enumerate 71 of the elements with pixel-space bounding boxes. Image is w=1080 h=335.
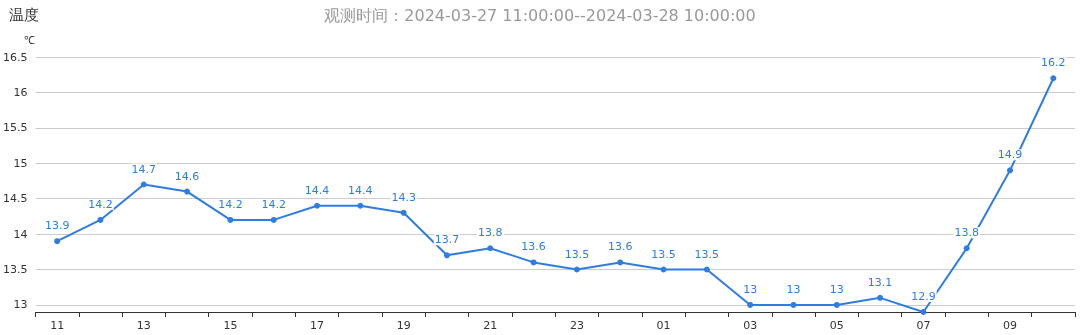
data-label: 13.6 [607,240,633,254]
data-label: 13.5 [564,247,590,261]
x-tick-label: 15 [223,319,238,332]
point [140,181,147,188]
chart-subtitle: 观测时间：2024-03-27 11:00:00--2024-03-28 10:00:00 [324,5,756,25]
data-label: 14.4 [348,183,373,197]
point [660,266,667,273]
data-label: 13.5 [651,247,676,261]
point [314,202,321,209]
point [184,188,191,195]
data-label: 13.1 [867,275,893,289]
x-tick-label: 23 [569,319,584,332]
data-label: 14.2 [88,197,113,211]
data-label: 13.8 [478,226,503,240]
point [790,301,797,308]
x-tick-label: 07 [916,319,931,332]
y-tick-label: 14.5 [2,192,28,206]
y-tick-label: 16.5 [2,50,28,64]
data-label: 13.6 [521,240,546,254]
point [487,245,494,252]
data-label: 13.9 [44,219,70,233]
data-label: 13.7 [434,233,460,247]
x-tick-label: 05 [829,319,844,332]
data-label: 13 [829,282,844,296]
x-tick-label: 17 [310,319,325,332]
data-label: 13.8 [954,226,979,240]
x-tick-label: 01 [656,319,671,332]
y-tick-label: 13 [13,298,28,312]
y-axis-title: ℃ [24,33,36,46]
point [443,252,450,259]
y-tick-label: 14 [13,227,28,241]
point [963,245,970,252]
x-tick-label: 09 [1003,319,1018,332]
point [833,301,840,308]
y-tick-label: 13.5 [2,263,28,276]
data-label: 14.6 [174,169,200,183]
data-label: 14.7 [131,162,157,176]
point [703,266,710,273]
x-tick-label: 19 [396,319,411,332]
x-tick-label: 11 [50,319,65,332]
x-tick-label: 21 [483,319,498,332]
y-tick-label: 15.5 [2,121,28,135]
chart-title: 温度 [9,5,39,24]
point [54,238,61,245]
data-label: 16.2 [1041,56,1066,70]
data-label: 13.5 [694,247,720,261]
data-label: 13 [743,282,758,296]
data-label: 12.9 [911,290,936,303]
data-label: 14.2 [218,197,243,211]
point [920,309,927,315]
x-tick-label: 03 [743,319,758,332]
point [1050,75,1057,82]
data-label: 14.4 [304,183,330,197]
point [97,216,104,223]
point [617,259,624,266]
point [357,202,364,209]
x-tick-label: 13 [136,319,151,332]
point [573,266,580,273]
y-tick-label: 16 [13,85,28,99]
data-label: 13 [786,282,801,296]
point [530,259,537,266]
data-label: 14.3 [391,190,416,204]
point [227,216,234,223]
point [747,301,754,308]
point [400,209,407,216]
point [270,216,277,223]
data-label: 14.9 [997,148,1023,162]
data-label: 14.2 [261,197,286,211]
y-tick-label: 15 [13,156,28,170]
point [877,294,884,301]
point [1007,167,1014,174]
